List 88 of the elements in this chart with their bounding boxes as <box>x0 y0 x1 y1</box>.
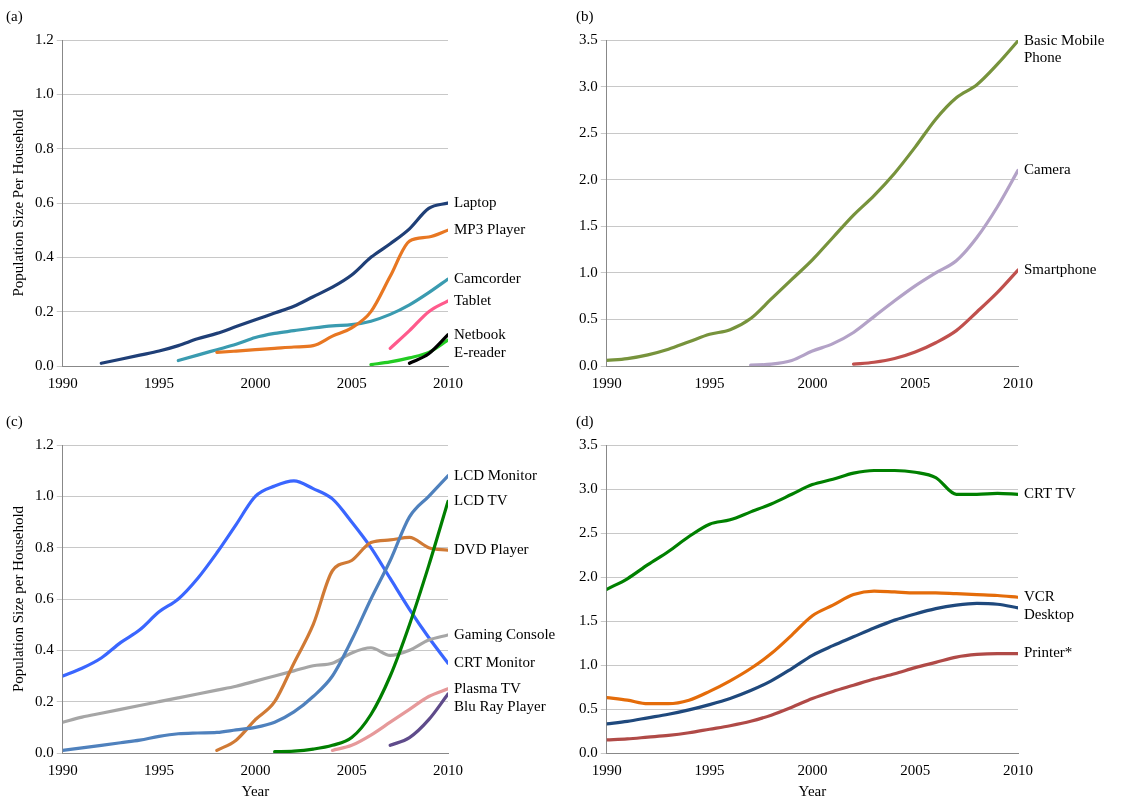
x-tick-label: 2010 <box>433 761 463 778</box>
line-series <box>215 228 448 355</box>
y-tick-label: 1.0 <box>35 487 54 504</box>
y-tick-label: 0.0 <box>35 743 54 760</box>
x-tick-label: 2010 <box>1003 761 1033 778</box>
y-tick-label: 1.0 <box>35 85 54 102</box>
series-label: Blu Ray Player <box>454 697 546 714</box>
y-tick-label: 0.0 <box>579 356 598 373</box>
series-label: Printer* <box>1024 644 1073 661</box>
line-series <box>749 168 1018 366</box>
y-tick-label: 0.4 <box>35 248 55 265</box>
y-axis-title: Population Size per Household <box>9 505 26 693</box>
series-label: Basic Mobile Phone <box>1024 31 1105 65</box>
y-tick-label: 0.5 <box>579 310 598 327</box>
line-series <box>99 201 448 365</box>
x-tick-label: 2005 <box>900 374 931 391</box>
y-tick-label: 0.6 <box>35 193 55 210</box>
series-label: Laptop <box>454 193 497 210</box>
series-label: E-reader <box>454 343 506 360</box>
x-tick-label: 2005 <box>336 761 367 778</box>
chart-title: (d) <box>576 412 594 430</box>
series-label: MP3 Player <box>454 221 526 238</box>
x-tick-label: 1995 <box>694 761 725 778</box>
x-tick-label: 2000 <box>797 761 828 778</box>
x-tick-label: 1990 <box>591 374 622 391</box>
y-tick-label: 0.8 <box>35 139 54 156</box>
x-tick-label: 2010 <box>433 374 463 391</box>
y-tick-label: 1.5 <box>579 611 598 628</box>
y-tick-label: 0.6 <box>35 589 55 606</box>
y-tick-label: 0.2 <box>35 692 54 709</box>
line-series <box>273 499 448 753</box>
x-tick-label: 1990 <box>47 761 78 778</box>
series-label: Netbook <box>454 325 507 342</box>
x-tick-label: 1995 <box>694 374 725 391</box>
line-series <box>215 535 448 753</box>
x-tick-label: 2000 <box>240 761 271 778</box>
y-tick-label: 3.0 <box>579 77 598 94</box>
x-tick-label: 2010 <box>1003 374 1033 391</box>
series-label: VCR <box>1024 588 1055 605</box>
series-label: Plasma TV <box>454 679 521 696</box>
series-label: Gaming Console <box>454 625 556 642</box>
y-tick-label: 0.4 <box>35 641 55 658</box>
y-tick-label: 0.0 <box>35 356 54 373</box>
line-series <box>388 299 448 350</box>
y-tick-label: 3.0 <box>579 479 598 496</box>
series-label: Camcorder <box>454 270 521 286</box>
x-tick-label: 1990 <box>591 761 622 778</box>
series-label: LCD Monitor <box>454 466 537 483</box>
x-axis-title: Year <box>241 782 270 799</box>
y-tick-label: 3.5 <box>579 30 598 47</box>
x-axis-title: Year <box>798 782 827 799</box>
y-tick-label: 1.0 <box>579 263 598 280</box>
y-tick-label: 0.8 <box>35 538 54 555</box>
series-label: Tablet <box>454 291 493 308</box>
y-tick-label: 2.5 <box>579 523 598 540</box>
x-tick-label: 2005 <box>336 374 367 391</box>
series-label: Desktop <box>1024 606 1074 623</box>
x-tick-label: 2000 <box>240 374 271 391</box>
y-tick-label: 2.5 <box>579 124 598 141</box>
y-tick-label: 1.5 <box>579 217 598 234</box>
x-tick-label: 1990 <box>47 374 78 391</box>
y-tick-label: 0.0 <box>579 743 598 760</box>
x-tick-label: 2005 <box>900 761 931 778</box>
y-tick-label: 1.2 <box>35 435 54 452</box>
y-tick-label: 0.5 <box>579 699 598 716</box>
y-axis-title: Population Size Per Household <box>9 108 26 297</box>
x-tick-label: 1995 <box>144 761 175 778</box>
x-tick-label: 1995 <box>144 374 175 391</box>
y-tick-label: 2.0 <box>579 567 598 584</box>
chart-title: (b) <box>576 7 594 25</box>
line-series <box>388 692 448 747</box>
series-label: Smartphone <box>1024 261 1097 277</box>
series-label: LCD TV <box>454 492 508 509</box>
line-series <box>851 268 1018 366</box>
series-label: CRT TV <box>1024 485 1076 502</box>
y-tick-label: 3.5 <box>579 435 598 452</box>
line-series <box>330 687 448 753</box>
chart-title: (a) <box>6 7 23 25</box>
y-tick-label: 0.2 <box>35 302 54 319</box>
line-series <box>176 277 448 363</box>
chart-title: (c) <box>6 412 23 430</box>
series-label: Camera <box>1024 161 1071 178</box>
y-tick-label: 1.2 <box>35 30 54 47</box>
y-tick-label: 1.0 <box>579 655 598 672</box>
y-tick-label: 2.0 <box>579 170 598 187</box>
x-tick-label: 2000 <box>797 374 828 391</box>
series-label: CRT Monitor <box>454 654 535 671</box>
series-label: DVD Player <box>454 541 529 558</box>
